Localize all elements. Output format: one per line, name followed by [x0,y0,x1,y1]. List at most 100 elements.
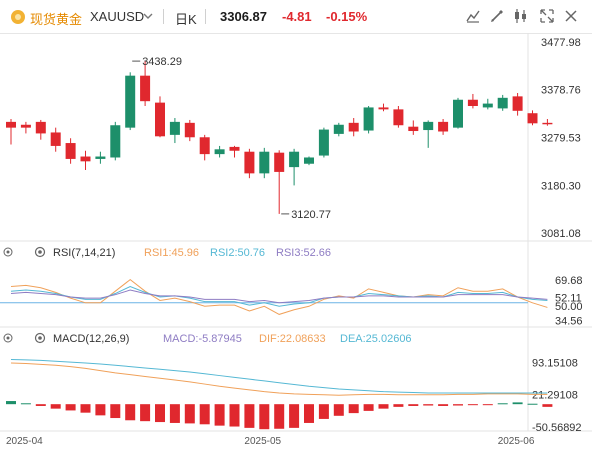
dea-line [10,358,548,394]
price-tick-label: 3378.76 [541,85,581,97]
candle-body [169,121,180,135]
candle-body [482,103,493,108]
expand-icon[interactable] [538,7,556,25]
macd-bar [184,404,195,424]
chart-area[interactable]: 3477.98 3378.76 3279.53 3180.30 3081.08 3438.… [0,33,592,452]
candle-body [140,75,151,102]
macd-legend-3: DEA:25.02606 [340,333,412,345]
candle-body [274,152,285,172]
candle-body [438,121,449,132]
settings-icon [34,332,46,344]
candle-body [50,132,61,146]
macd-bar [453,404,463,406]
chevron-down-icon[interactable] [142,9,154,23]
macd-bar [497,403,508,405]
rsi1-line [10,278,548,315]
price-tick-label: 3279.53 [541,133,581,145]
macd-bar [125,404,136,421]
candle-body [125,75,136,128]
macd-bar [214,404,225,426]
date-axis-label: 2025-04 [6,436,43,447]
macd-bar [259,404,270,430]
macd-bar [438,404,449,406]
toolbar: 现货黄金 XAUUSD 日K 3306.87 -4.81 -0.15% [0,0,592,34]
macd-bar [542,404,553,407]
candle-style-icon[interactable] [512,7,530,25]
macd-bar [408,404,419,406]
candle-body [184,122,195,138]
macd-bar [348,404,359,414]
settings-icon-center [38,336,42,340]
candle-body [453,99,463,128]
macd-bar [229,404,240,427]
macd-tick-label: 93.15108 [532,358,578,370]
macd-bar [155,404,165,423]
divider [205,9,206,24]
macd-bar [482,404,493,406]
candle-body [363,107,374,131]
macd-bar [140,404,151,422]
close-icon[interactable] [562,7,580,25]
high-annotation: 3438.29 [142,56,182,68]
rsi3-line [10,289,548,304]
macd-bar [65,404,76,411]
period-selector[interactable]: 日K [175,12,197,27]
rsi-tick-label: 50.00 [555,301,583,313]
candle-body [318,129,329,156]
candle-body [110,125,121,158]
eye-icon [3,333,13,343]
candle-body [333,124,344,134]
candle-body [542,122,553,125]
rsi-tick-label: 52.11 [555,292,582,304]
rsi-params-label: RSI(7,14,21) [53,247,115,259]
candle-body [423,121,434,131]
draw-tool-icon[interactable] [488,7,506,25]
price-change-percent: -0.15% [326,9,368,24]
macd-legend-1: MACD:-5.87945 [163,333,242,345]
eye-icon-pupil [6,336,10,340]
macd-bar [304,404,314,423]
macd-bar [169,404,180,423]
price-tick-label: 3180.30 [541,180,581,192]
candle-body [527,113,538,124]
candle-body [229,146,240,151]
candle-body [6,121,16,128]
indicator-icon[interactable] [464,7,482,25]
macd-bar [378,404,389,409]
divider [163,9,164,24]
candle-body [199,137,210,155]
settings-icon [34,246,46,258]
macd-bar [363,404,374,411]
candle-body [378,107,389,110]
macd-bar [95,404,106,416]
symbol-label[interactable]: XAUUSD [90,9,145,24]
candle-body [95,156,106,159]
candle-body [214,149,225,155]
rsi-legend-1: RSI1:45.96 [144,247,199,259]
gold-coin-icon [11,10,25,24]
dif-line [10,362,548,396]
rsi-legend-2: RSI2:50.76 [210,247,265,259]
macd-bar [80,404,91,413]
rsi-tick-label: 34.56 [555,316,583,328]
candle-body [35,121,46,134]
candle-body [20,124,31,128]
price-change: -4.81 [282,9,312,24]
instrument-name[interactable]: 现货黄金 [30,12,83,27]
rsi2-line [10,286,548,307]
macd-bar [199,404,210,425]
macd-bar [35,404,46,406]
candle-body [467,99,478,106]
macd-bar [289,404,300,428]
candle-body [259,151,270,174]
macd-bar [274,404,285,429]
candle-body [497,97,508,109]
last-price: 3306.87 [220,9,267,24]
date-axis-label: 2025-05 [244,436,281,447]
macd-bar [393,404,404,407]
macd-bar [467,404,478,406]
eye-icon-pupil [6,250,10,254]
macd-bar [318,404,329,419]
candle-body [289,151,300,168]
